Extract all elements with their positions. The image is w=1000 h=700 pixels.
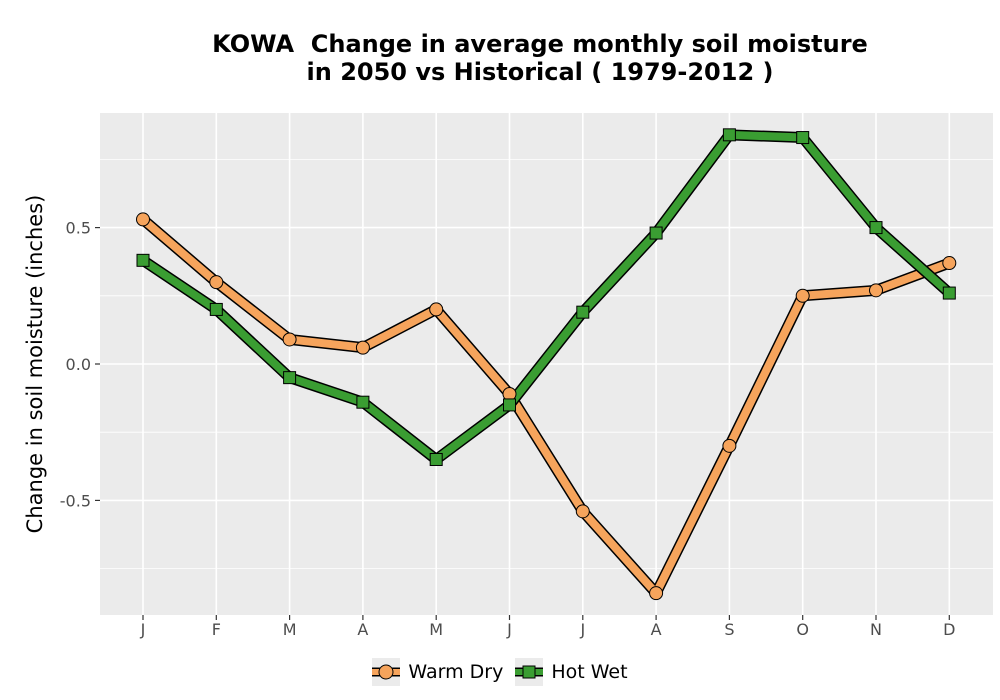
- legend-label-warm-dry: Warm Dry: [408, 661, 504, 683]
- point-warm-dry: [355, 340, 370, 355]
- y-tick-label: -0.5: [60, 491, 91, 510]
- legend-item-warm-dry: Warm Dry: [372, 658, 503, 686]
- legend-key-warm-dry: [372, 658, 401, 686]
- chart-subtitle: in 2050 vs Historical ( 1979-2012 ): [306, 58, 774, 86]
- point-hot-wet: [283, 371, 297, 385]
- point-warm-dry: [429, 302, 444, 317]
- point-warm-dry: [942, 256, 957, 271]
- legend-item-hot-wet: Hot Wet: [515, 658, 628, 686]
- x-tick-label: J: [579, 620, 585, 639]
- y-tick-label: 0.5: [66, 219, 91, 238]
- point-hot-wet: [869, 221, 883, 235]
- x-tick-label: D: [943, 620, 955, 639]
- point-hot-wet: [136, 253, 150, 267]
- series-line-warm-dry: [140, 216, 951, 598]
- x-tick-label: M: [283, 620, 297, 639]
- point-hot-wet: [796, 131, 810, 145]
- x-tick-label: A: [357, 620, 368, 639]
- point-warm-dry: [575, 504, 590, 519]
- point-warm-dry: [136, 212, 150, 227]
- point-hot-wet: [503, 398, 516, 412]
- x-tick-label: O: [796, 620, 809, 639]
- series-line-hot-wet: [140, 130, 952, 464]
- x-tick-label: J: [140, 620, 146, 639]
- x-tick-label: J: [506, 620, 512, 639]
- chart-title: KOWA Change in average monthly soil mois…: [212, 30, 868, 58]
- point-warm-dry: [869, 283, 883, 298]
- y-tick-label: 0.0: [66, 355, 91, 374]
- point-hot-wet: [576, 305, 590, 319]
- point-warm-dry: [282, 332, 297, 347]
- x-tick-label: M: [429, 620, 443, 639]
- point-warm-dry: [722, 438, 737, 453]
- y-axis-label: Change in soil moisture (inches): [23, 195, 47, 534]
- point-warm-dry: [649, 586, 664, 601]
- x-tick-label: N: [870, 620, 882, 639]
- point-hot-wet: [649, 226, 663, 240]
- point-hot-wet: [209, 302, 223, 316]
- point-warm-dry: [209, 275, 224, 290]
- point-hot-wet: [942, 286, 956, 300]
- point-warm-dry: [795, 288, 810, 303]
- point-hot-wet: [429, 452, 443, 466]
- legend-label-hot-wet: Hot Wet: [551, 661, 628, 683]
- legend: Warm Dry Hot Wet: [0, 658, 1000, 686]
- x-tick-label: F: [212, 620, 221, 639]
- x-tick-label: S: [724, 620, 734, 639]
- point-hot-wet: [722, 128, 736, 142]
- x-tick-label: A: [651, 620, 662, 639]
- legend-key-hot-wet: [515, 658, 544, 686]
- point-hot-wet: [356, 395, 370, 409]
